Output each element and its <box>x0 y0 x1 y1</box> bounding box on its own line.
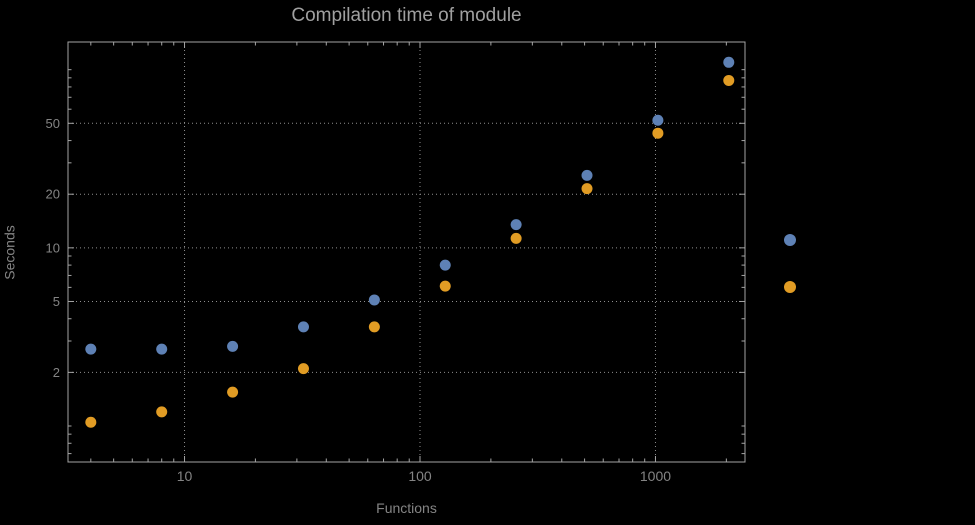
data-point-orange-series <box>156 406 168 418</box>
chart-title: Compilation time of module <box>291 5 522 26</box>
x-axis-label: Functions <box>376 500 437 516</box>
data-point-blue-series <box>227 340 239 352</box>
x-tick-label: 1000 <box>640 468 671 484</box>
data-point-blue-series <box>368 294 380 306</box>
data-point-orange-series <box>227 386 239 398</box>
data-point-blue-series <box>652 114 664 126</box>
data-point-blue-series <box>297 321 309 333</box>
data-point-orange-series <box>439 280 451 292</box>
plot-frame <box>67 41 746 463</box>
y-tick-label: 10 <box>46 240 60 255</box>
data-point-orange-series <box>85 416 97 428</box>
x-tick-label: 10 <box>177 468 193 484</box>
data-point-blue-series <box>156 343 168 355</box>
x-tick-label: 100 <box>408 468 432 484</box>
data-point-orange-series <box>510 232 522 244</box>
y-tick-label: 50 <box>46 116 60 131</box>
data-point-blue-series <box>723 56 735 68</box>
legend-marker-orange-series <box>784 281 796 293</box>
data-point-orange-series <box>723 74 735 86</box>
data-point-blue-series <box>581 169 593 181</box>
y-tick-label: 5 <box>53 294 60 309</box>
data-point-orange-series <box>297 363 309 375</box>
data-point-orange-series <box>581 183 593 195</box>
y-tick-label: 20 <box>46 187 60 202</box>
data-point-orange-series <box>652 127 664 139</box>
data-point-blue-series <box>85 343 97 355</box>
data-point-blue-series <box>439 259 451 271</box>
legend-marker-blue-series <box>784 234 796 246</box>
data-point-orange-series <box>368 321 380 333</box>
y-tick-label: 2 <box>53 365 60 380</box>
data-point-blue-series <box>510 219 522 231</box>
